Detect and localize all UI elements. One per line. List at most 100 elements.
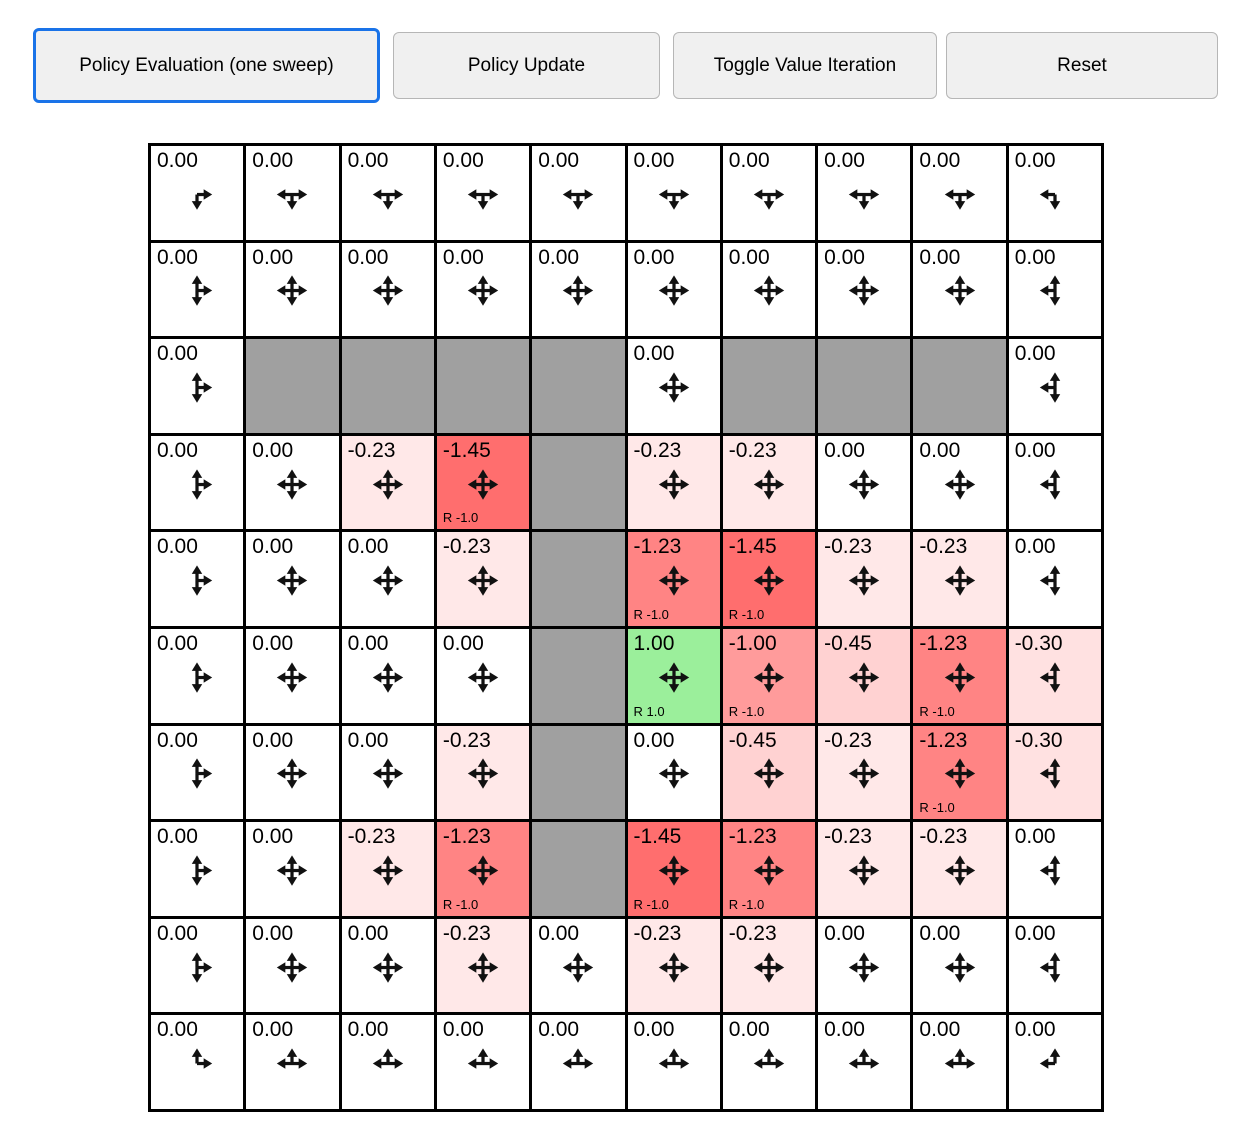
policy-arrow-icon bbox=[277, 855, 308, 886]
policy-arrow-icon bbox=[849, 758, 880, 790]
grid-cell: -0.23 bbox=[436, 918, 530, 1013]
grid-cell: 0.00 bbox=[341, 1015, 434, 1109]
grid-cell: -0.45 bbox=[722, 725, 816, 820]
policy-evaluation-button[interactable]: Policy Evaluation (one sweep) bbox=[33, 28, 380, 103]
policy-arrows bbox=[750, 755, 788, 793]
policy-arrows bbox=[655, 272, 693, 310]
grid-cell: 0.00 bbox=[818, 146, 911, 240]
policy-arrow-icon bbox=[753, 1048, 785, 1069]
grid-wall-cell bbox=[532, 628, 625, 723]
policy-arrow-icon bbox=[277, 951, 308, 983]
cell-reward: R -1.0 bbox=[633, 606, 669, 622]
policy-arrow-icon bbox=[753, 662, 785, 693]
grid-cell: -0.30 bbox=[1008, 725, 1101, 820]
policy-arrow-icon bbox=[563, 951, 594, 983]
grid-cell: 0.00 bbox=[627, 339, 720, 433]
grid-cell: 0.00 bbox=[627, 146, 720, 240]
policy-arrows bbox=[750, 1045, 788, 1083]
grid-cell: -1.45 R -1.0 bbox=[436, 435, 530, 530]
policy-arrows bbox=[1036, 755, 1074, 793]
policy-arrows bbox=[464, 175, 502, 213]
policy-arrows bbox=[845, 272, 883, 310]
policy-arrow-icon bbox=[372, 1048, 403, 1069]
policy-arrows bbox=[941, 755, 979, 793]
cell-value: 0.00 bbox=[442, 245, 484, 269]
cell-value: -0.23 bbox=[824, 535, 872, 559]
policy-arrows bbox=[464, 562, 502, 600]
cell-value: -1.45 bbox=[442, 438, 491, 462]
policy-arrows bbox=[655, 562, 693, 600]
cell-value: -0.30 bbox=[1014, 728, 1063, 752]
policy-arrows bbox=[464, 658, 502, 696]
grid-cell: -0.23 bbox=[341, 435, 434, 530]
cell-value: 0.00 bbox=[252, 149, 294, 172]
policy-arrows bbox=[273, 658, 311, 696]
grid-cell: 0.00 bbox=[818, 1015, 911, 1109]
reset-button[interactable]: Reset bbox=[946, 32, 1218, 99]
policy-arrow-icon bbox=[944, 275, 975, 307]
policy-arrows bbox=[369, 658, 407, 696]
cell-value: -1.45 bbox=[633, 825, 682, 849]
policy-arrows bbox=[464, 755, 502, 793]
toggle-value-iteration-button[interactable]: Toggle Value Iteration bbox=[673, 32, 937, 99]
grid-wall-cell bbox=[532, 435, 625, 530]
policy-arrows bbox=[178, 369, 216, 407]
policy-arrow-icon bbox=[1039, 468, 1061, 500]
policy-arrows bbox=[273, 755, 311, 793]
grid-cell: 0.00 bbox=[341, 725, 434, 820]
cell-value: 0.00 bbox=[157, 438, 198, 462]
cell-value: 0.00 bbox=[1014, 1018, 1056, 1042]
policy-update-button[interactable]: Policy Update bbox=[393, 32, 660, 99]
policy-arrow-icon bbox=[1039, 855, 1061, 886]
grid-wall-cell bbox=[532, 339, 625, 433]
policy-arrows bbox=[178, 1045, 216, 1083]
grid-cell: -0.45 bbox=[818, 628, 911, 723]
grid-cell: 0.00 bbox=[1008, 339, 1101, 433]
policy-arrow-icon bbox=[563, 275, 594, 307]
grid-cell: 0.00 bbox=[246, 822, 339, 916]
policy-arrows bbox=[178, 658, 216, 696]
grid-cell: 0.00 bbox=[246, 725, 339, 820]
grid-cell: 0.00 bbox=[341, 242, 434, 337]
cell-value: 0.00 bbox=[347, 149, 389, 172]
cell-value: 0.00 bbox=[824, 149, 865, 172]
grid-cell: 0.00 bbox=[532, 1015, 625, 1109]
cell-value: 0.00 bbox=[347, 1018, 389, 1042]
policy-arrow-icon bbox=[191, 758, 213, 790]
policy-arrows bbox=[273, 562, 311, 600]
policy-arrows bbox=[750, 465, 788, 503]
grid-cell: -0.23 bbox=[436, 725, 530, 820]
grid-cell: 0.00 bbox=[913, 435, 1006, 530]
policy-arrows bbox=[178, 755, 216, 793]
policy-arrows bbox=[845, 1045, 883, 1083]
cell-value: 0.00 bbox=[1014, 438, 1056, 462]
policy-arrows bbox=[750, 175, 788, 213]
cell-value: -0.23 bbox=[442, 728, 491, 752]
cell-value: 0.00 bbox=[442, 149, 484, 172]
cell-value: -0.23 bbox=[824, 825, 872, 849]
policy-arrows bbox=[369, 948, 407, 986]
cell-value: 1.00 bbox=[633, 631, 675, 655]
policy-arrow-icon bbox=[658, 758, 689, 790]
cell-value: 0.00 bbox=[157, 631, 198, 655]
cell-value: 0.00 bbox=[538, 921, 580, 945]
grid-cell: 0.00 bbox=[913, 918, 1006, 1013]
policy-arrow-icon bbox=[563, 1048, 594, 1069]
policy-arrows bbox=[464, 272, 502, 310]
grid-cell: 0.00 bbox=[818, 918, 911, 1013]
grid-cell: -1.23 R -1.0 bbox=[913, 725, 1006, 820]
grid-cell: -0.23 bbox=[341, 822, 434, 916]
policy-arrow-icon bbox=[191, 372, 213, 403]
policy-arrows bbox=[655, 658, 693, 696]
policy-arrow-icon bbox=[467, 468, 499, 500]
grid-cell: -0.30 bbox=[1008, 628, 1101, 723]
policy-arrow-icon bbox=[753, 275, 785, 307]
policy-arrow-icon bbox=[849, 565, 880, 596]
grid-cell: 0.00 bbox=[532, 146, 625, 240]
cell-value: 0.00 bbox=[919, 1018, 961, 1042]
policy-arrows bbox=[941, 465, 979, 503]
policy-arrows bbox=[1036, 852, 1074, 890]
policy-arrows bbox=[273, 272, 311, 310]
policy-arrows bbox=[845, 175, 883, 213]
policy-arrows bbox=[845, 465, 883, 503]
